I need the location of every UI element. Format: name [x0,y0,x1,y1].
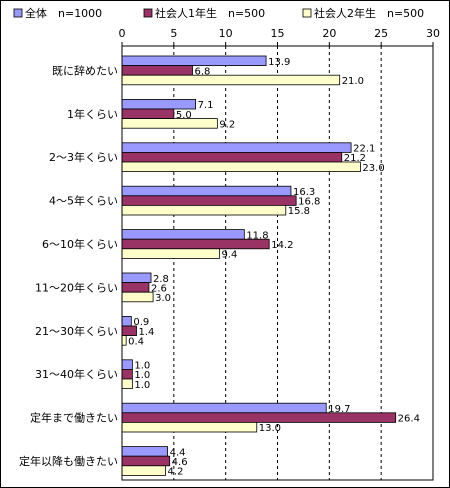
data-label-2-1: 21.2 [344,153,366,164]
legend-label-2: 社会人2年生 n=500 [314,6,424,20]
legend-label-1: 社会人1年生 n=500 [155,6,265,20]
x-tick-label-25: 25 [374,27,388,40]
data-label-3-2: 15.8 [288,206,310,217]
data-label-3-0: 16.3 [293,187,315,198]
x-tick-label-10: 10 [219,27,233,40]
bar-0-1 [121,65,193,76]
x-tick-label-0: 0 [119,27,126,40]
bar-8-1 [121,412,397,423]
bar-4-2 [121,248,220,259]
category-label-1: 1年くらい [67,107,118,121]
data-label-3-1: 16.8 [298,197,320,208]
bar-6-2 [121,335,127,346]
bar-0-0 [121,55,267,67]
bar-9-1 [121,455,171,467]
bars: 13.9 6.8 21.0 7.1 5.0 9.2 22.121.223.0 16.316.8… [121,55,420,478]
bar-5-0 [121,272,152,284]
bar-9-0 [121,446,169,457]
plot-border [121,45,434,481]
legend-swatch-0 [13,8,23,18]
category-label-7: 31～40年くらい [35,367,118,381]
bar-9-2 [121,465,166,476]
bar-3-1 [121,195,297,206]
data-label-4-2: 9.4 [221,250,237,261]
bar-5-1 [121,282,150,293]
category-label-2: 2～3年くらい [49,150,118,164]
data-label-9-2: 4.2 [168,467,184,478]
bar-8-0 [121,402,327,414]
x-tick-label-15: 15 [271,27,285,40]
data-label-5-0: 2.8 [153,274,169,285]
bar-6-0 [121,315,132,327]
data-label-2-2: 23.0 [362,163,384,174]
bar-7-1 [121,368,133,380]
category-label-3: 4～5年くらい [49,194,118,208]
data-label-1-2: 9.2 [219,119,235,130]
data-label-7-0: 1.0 [134,361,150,372]
data-label-0-0: 13.9 [268,57,290,68]
data-label-0-2: 21.0 [342,76,364,87]
data-label-8-0: 19.7 [328,404,350,415]
data-label-8-2: 13.0 [259,423,281,434]
bar-2-0 [121,142,352,153]
data-label-1-0: 7.1 [198,100,214,111]
legend-swatch-1 [143,8,153,18]
x-tick-label-30: 30 [426,27,440,40]
legend: 全体 n=1000 社会人1年生 n=500 社会人2年生 n=500 [13,6,424,20]
bar-7-0 [121,359,133,370]
data-label-5-1: 2.6 [151,283,167,294]
data-label-1-1: 5.0 [176,110,192,121]
data-label-6-2: 0.4 [128,336,144,347]
bar-6-1 [121,325,137,337]
data-label-7-1: 1.0 [134,370,150,381]
data-label-9-1: 4.6 [172,457,188,468]
bar-1-1 [121,108,175,120]
legend-label-0: 全体 n=1000 [25,6,102,20]
bar-8-2 [121,421,258,433]
bar-7-2 [121,378,133,390]
x-tick-label-5: 5 [170,27,177,40]
bar-1-0 [121,99,197,110]
x-tick-label-20: 20 [322,27,336,40]
category-label-0: 既に辞めたい [52,63,118,77]
category-label-5: 11～20年くらい [35,280,118,294]
data-label-4-1: 14.2 [271,240,293,251]
category-label-9: 定年以降も働きたい [19,454,118,468]
legend-swatch-2 [302,8,312,18]
bar-2-2 [121,161,361,173]
bar-4-0 [121,229,245,240]
category-label-6: 21～30年くらい [35,324,118,338]
data-label-5-2: 3.0 [155,293,171,304]
bar-5-2 [121,291,154,303]
data-label-9-0: 4.4 [170,447,186,458]
category-label-4: 6～10年くらい [42,237,118,251]
plot-area [121,45,434,481]
bar-0-2 [121,74,341,86]
bar-1-2 [121,118,218,129]
x-axis: 0 5 10 15 20 25 30 [119,27,440,46]
category-labels: 既に辞めたい 1年くらい 2～3年くらい 4～5年くらい 6～10年くらい 11～20年く… [19,63,118,468]
data-label-0-1: 6.8 [194,66,210,77]
bar-3-2 [121,204,287,216]
data-label-8-1: 26.4 [398,414,420,425]
data-label-4-0: 11.8 [246,230,268,241]
bar-3-0 [121,185,292,197]
data-label-7-2: 1.0 [134,380,150,391]
category-label-8: 定年まで働きたい [30,411,118,425]
data-label-6-0: 0.9 [133,317,149,328]
data-label-6-1: 1.4 [139,327,155,338]
bar-4-1 [121,238,270,250]
data-label-2-0: 22.1 [353,144,375,155]
bar-2-1 [121,151,343,163]
